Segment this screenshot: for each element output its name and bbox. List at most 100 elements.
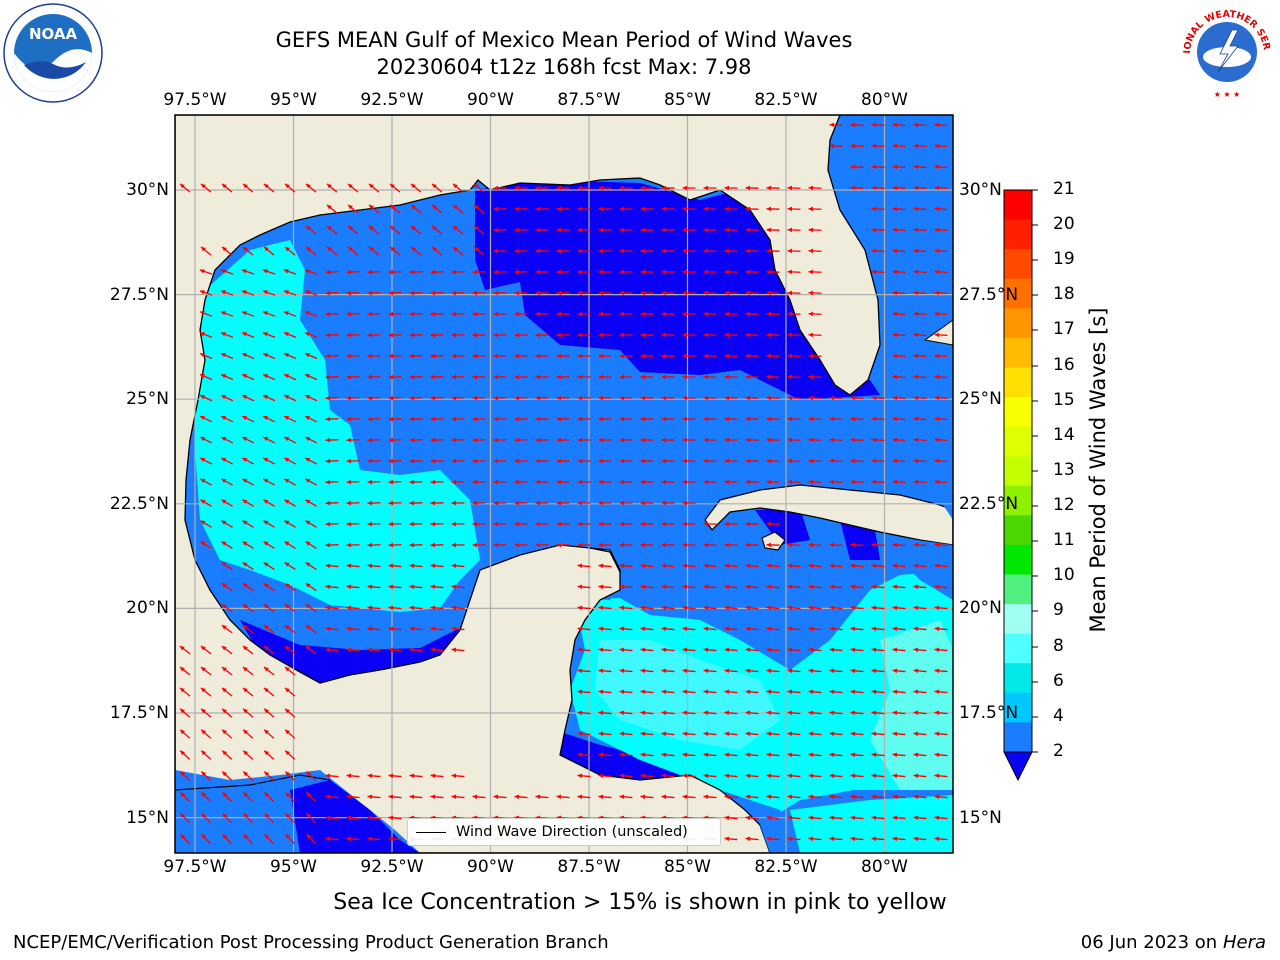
wave-direction-arrow [682, 689, 696, 695]
wave-direction-arrow [745, 626, 759, 632]
wave-direction-arrow [306, 833, 316, 845]
wave-direction-arrow [199, 394, 213, 402]
wave-direction-arrow [493, 521, 507, 527]
wave-direction-arrow [535, 458, 549, 464]
wave-direction-arrow [598, 563, 612, 569]
wave-direction-arrow [913, 248, 927, 254]
wave-direction-arrow [325, 374, 339, 380]
wave-direction-arrow [199, 290, 213, 296]
wave-direction-arrow [766, 248, 780, 254]
colorbar-segment [1004, 426, 1032, 457]
wave-direction-arrow [808, 794, 822, 800]
wave-direction-arrow [598, 605, 612, 611]
wave-direction-arrow [598, 206, 612, 212]
wave-direction-arrow [724, 227, 738, 233]
wave-direction-arrow [556, 206, 570, 212]
wave-direction-arrow [934, 269, 948, 275]
wave-direction-arrow [808, 647, 822, 653]
wave-direction-arrow [787, 815, 801, 821]
wave-direction-arrow [200, 520, 212, 528]
wave-direction-arrow [472, 521, 486, 527]
wave-direction-arrow [829, 836, 843, 842]
wave-direction-arrow [892, 836, 906, 842]
wave-direction-arrow [745, 689, 759, 695]
wave-direction-arrow [808, 773, 822, 779]
wave-direction-arrow [199, 457, 213, 465]
wave-direction-arrow [535, 542, 549, 548]
wave-direction-arrow [745, 563, 759, 569]
wave-direction-arrow [556, 185, 570, 191]
wave-direction-arrow [283, 394, 297, 402]
wave-direction-arrow [451, 437, 465, 443]
wave-direction-arrow [661, 248, 675, 254]
wave-direction-arrow [305, 791, 317, 803]
wave-direction-arrow [892, 248, 906, 254]
wave-direction-arrow [661, 794, 675, 800]
wave-direction-arrow [661, 332, 675, 338]
wave-direction-arrow [263, 603, 275, 613]
wave-direction-arrow [556, 290, 570, 296]
lon-label-bottom: 97.5°W [163, 857, 227, 877]
wave-direction-arrow [262, 331, 276, 339]
wave-direction-arrow [325, 395, 339, 401]
lat-label-right: 20°N [959, 598, 1002, 619]
colorbar-tick-label: 16 [1053, 355, 1075, 375]
wave-direction-arrow [640, 521, 654, 527]
wave-direction-arrow [368, 225, 380, 235]
wave-direction-arrow [220, 269, 234, 275]
wave-direction-arrow [661, 185, 675, 191]
wave-direction-arrow [934, 584, 948, 590]
wave-direction-arrow [556, 500, 570, 506]
wave-direction-arrow [325, 584, 339, 590]
wave-direction-arrow [577, 437, 591, 443]
wave-direction-arrow [472, 332, 486, 338]
wave-direction-arrow [934, 794, 948, 800]
wave-direction-arrow [179, 791, 191, 803]
wave-direction-arrow [409, 269, 423, 275]
wave-direction-arrow [871, 584, 885, 590]
wave-direction-arrow [682, 416, 696, 422]
wave-direction-arrow [430, 794, 444, 800]
wave-direction-arrow [221, 582, 233, 592]
wave-direction-arrow [850, 647, 864, 653]
wave-direction-arrow [325, 437, 339, 443]
wave-direction-arrow [556, 395, 570, 401]
wave-direction-arrow [724, 731, 738, 737]
wave-direction-arrow [913, 794, 927, 800]
wave-direction-arrow [745, 794, 759, 800]
colorbar-segment [1004, 663, 1032, 694]
wave-direction-arrow [325, 290, 339, 296]
wave-direction-arrow [493, 437, 507, 443]
colorbar-tick-label: 19 [1053, 249, 1075, 269]
wave-direction-arrow [388, 416, 402, 422]
wave-direction-arrow [577, 542, 591, 548]
wave-direction-arrow [892, 563, 906, 569]
wave-direction-arrow [514, 269, 528, 275]
wave-direction-arrow [367, 815, 381, 821]
wave-direction-arrow [934, 647, 948, 653]
lon-label-top: 90°W [467, 90, 514, 110]
wave-direction-arrow [682, 773, 696, 779]
wave-direction-arrow [829, 668, 843, 674]
wave-direction-arrow [871, 815, 885, 821]
wave-direction-arrow [640, 647, 654, 653]
wave-direction-arrow [766, 794, 780, 800]
wave-direction-arrow [598, 710, 612, 716]
wave-direction-arrow [325, 416, 339, 422]
wave-direction-arrow [850, 458, 864, 464]
wave-direction-arrow [577, 227, 591, 233]
wave-direction-arrow [619, 731, 633, 737]
wave-direction-arrow [179, 645, 191, 655]
wave-direction-arrow [619, 290, 633, 296]
wave-direction-arrow [766, 689, 780, 695]
wave-direction-arrow [808, 185, 822, 191]
colorbar-segment [1004, 397, 1032, 428]
wave-direction-arrow [745, 584, 759, 590]
wave-direction-arrow [829, 794, 843, 800]
wave-direction-arrow [766, 584, 780, 590]
wave-direction-arrow [409, 521, 423, 527]
wave-direction-arrow [556, 416, 570, 422]
wave-direction-arrow [598, 290, 612, 296]
wave-direction-arrow [766, 815, 780, 821]
wave-direction-arrow [892, 668, 906, 674]
